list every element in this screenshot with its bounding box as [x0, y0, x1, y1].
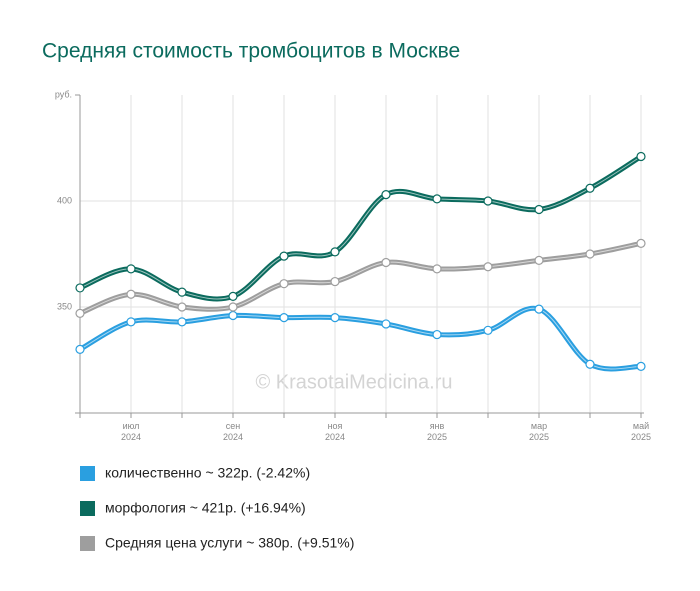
legend-swatch [80, 501, 95, 516]
x-tick-label: мар 2025 [529, 421, 549, 442]
point [279, 279, 289, 289]
chart-title: Средняя стоимость тромбоцитов в Москве [42, 40, 460, 63]
series-line-highlight [79, 156, 642, 300]
point [75, 344, 85, 354]
point [279, 251, 289, 261]
point [534, 204, 544, 215]
point [330, 313, 340, 323]
point [279, 313, 289, 323]
point [585, 359, 595, 369]
point [381, 319, 391, 329]
x-tick-label: июл 2024 [121, 421, 141, 442]
point [483, 325, 493, 335]
point [534, 304, 544, 314]
point [177, 287, 187, 297]
point [228, 310, 238, 321]
legend-label: Средняя цена услуги ~ 380р. (+9.51%) [105, 535, 354, 551]
point [483, 262, 493, 272]
point [177, 317, 187, 327]
point [126, 289, 136, 299]
x-tick-label: сен 2024 [223, 421, 243, 442]
watermark: © KrasotaiMedicina.ru [255, 371, 452, 393]
point [126, 317, 136, 327]
point [585, 249, 595, 259]
point [636, 151, 646, 162]
point [585, 183, 595, 193]
point [381, 190, 391, 200]
point [534, 255, 544, 265]
point [75, 308, 85, 318]
point [228, 291, 238, 301]
x-tick-label: ноя 2024 [325, 421, 345, 442]
point [483, 196, 493, 206]
point [432, 264, 442, 274]
point [75, 283, 85, 293]
x-tick-label: май 2025 [631, 421, 651, 442]
y-tick-label: 400 [57, 195, 72, 205]
series-line [79, 154, 643, 302]
x-tick-label: янв 2025 [427, 421, 447, 442]
point [126, 264, 136, 274]
legend-label: количественно ~ 322р. (-2.42%) [105, 465, 310, 481]
point [330, 247, 340, 257]
legend-label: морфология ~ 421р. (+16.94%) [105, 500, 306, 516]
point [636, 361, 646, 371]
y-axis-label: руб. [55, 89, 72, 99]
series-line [79, 240, 642, 316]
point [636, 238, 646, 248]
point [228, 302, 238, 312]
point [177, 302, 187, 312]
series-line-highlight [79, 307, 642, 370]
point [432, 194, 442, 204]
point [432, 329, 442, 340]
point [381, 257, 391, 268]
series-line [78, 305, 642, 372]
y-tick-label: 350 [57, 301, 72, 311]
legend-swatch [80, 466, 95, 481]
legend-swatch [80, 536, 95, 551]
point [330, 276, 340, 287]
